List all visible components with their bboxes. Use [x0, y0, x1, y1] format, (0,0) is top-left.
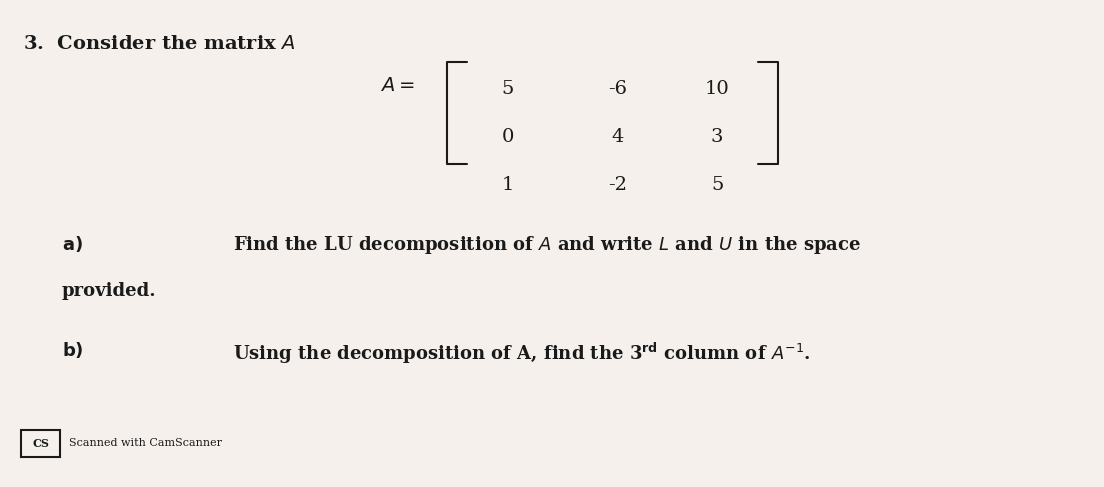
Text: 4: 4 — [612, 128, 624, 146]
Text: Find the LU decomposition of $A$ and write $L$ and $U$ in the space: Find the LU decomposition of $A$ and wri… — [233, 234, 861, 256]
Text: CS: CS — [32, 438, 49, 449]
Text: $\mathbf{b)}$: $\mathbf{b)}$ — [62, 340, 84, 360]
Text: Scanned with CamScanner: Scanned with CamScanner — [68, 438, 222, 448]
Text: Using the decomposition of A, find the 3$^{\mathbf{rd}}$ column of $A^{-1}$.: Using the decomposition of A, find the 3… — [233, 340, 810, 366]
Text: 10: 10 — [704, 79, 730, 97]
FancyBboxPatch shape — [21, 430, 60, 456]
Text: $\mathbf{a)}$: $\mathbf{a)}$ — [62, 234, 83, 254]
Text: 0: 0 — [501, 128, 514, 146]
Text: -2: -2 — [608, 176, 627, 194]
Text: $A=$: $A=$ — [380, 77, 414, 95]
Text: -6: -6 — [608, 79, 627, 97]
Text: 3: 3 — [711, 128, 723, 146]
Text: 5: 5 — [711, 176, 723, 194]
Text: provided.: provided. — [62, 282, 157, 300]
Text: 1: 1 — [501, 176, 514, 194]
Text: 5: 5 — [501, 79, 514, 97]
Text: 3.  Consider the matrix $A$: 3. Consider the matrix $A$ — [23, 35, 296, 53]
